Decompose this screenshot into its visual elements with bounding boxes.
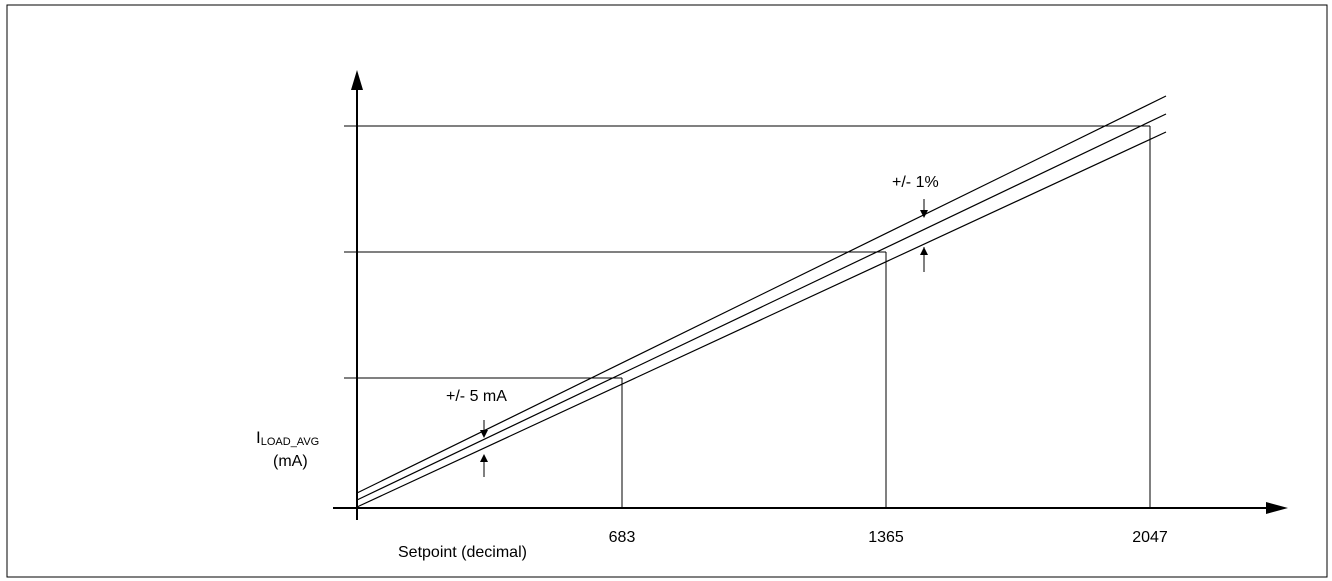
- offset-arrow-down-head: [480, 430, 488, 438]
- x-axis-arrowhead: [1266, 502, 1288, 514]
- y-axis-label: ILOAD_AVG: [256, 428, 319, 448]
- nominal-line: [356, 113, 1167, 501]
- gain-arrow-up-head: [920, 247, 928, 255]
- x-tick-label-2047: 2047: [1132, 529, 1168, 546]
- gain-arrow-down-head: [920, 210, 928, 218]
- y-axis-label-subscript: LOAD_AVG: [261, 436, 320, 448]
- gain-tolerance-label: +/- 1%: [892, 174, 939, 191]
- figure-frame: [6, 4, 1328, 578]
- x-tick-label-683: 683: [609, 529, 636, 546]
- offset-arrow-up-head: [480, 454, 488, 462]
- x-axis-label: Setpoint (decimal): [398, 544, 527, 561]
- x-tick-label-1365: 1365: [868, 529, 904, 546]
- upper-tolerance-line: [356, 95, 1167, 494]
- offset-tolerance-label: +/- 5 mA: [446, 388, 507, 405]
- y-axis-label-main: I: [256, 428, 261, 447]
- y-axis-unit: (mA): [273, 453, 308, 470]
- y-axis-arrowhead: [351, 70, 363, 90]
- lower-tolerance-line: [356, 131, 1167, 508]
